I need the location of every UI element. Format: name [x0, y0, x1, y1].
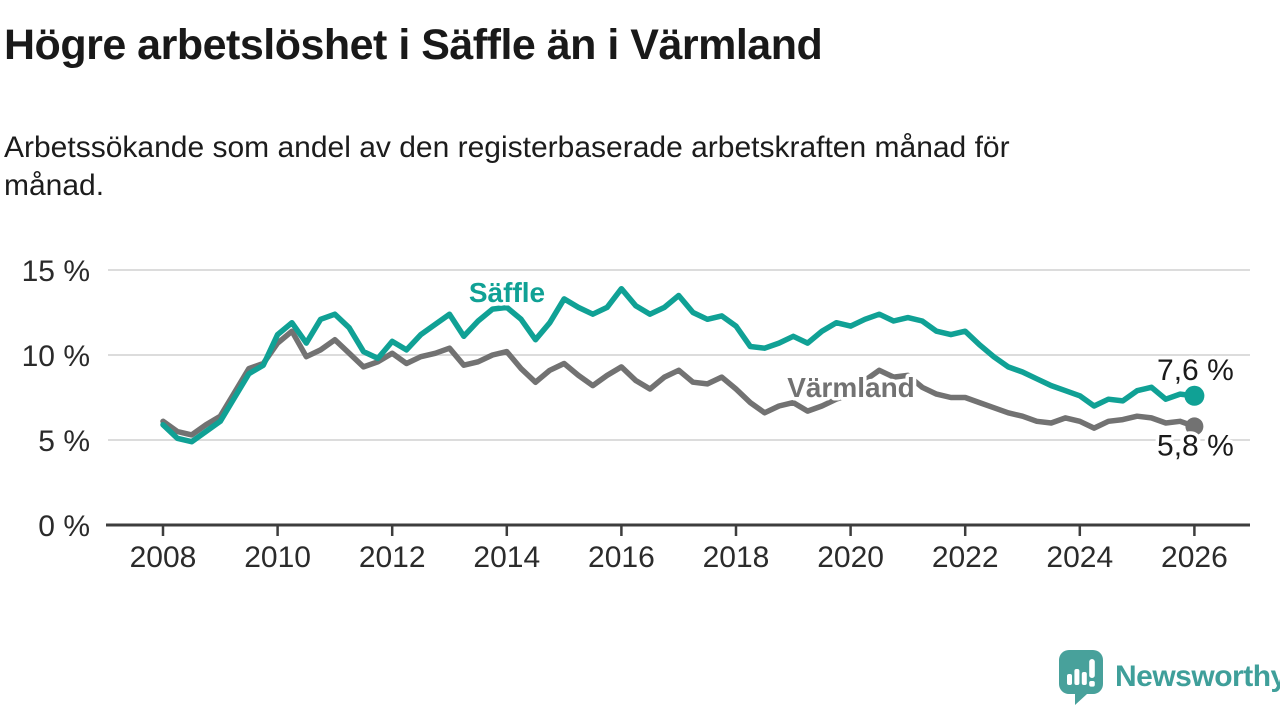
- vrmland-line: [160, 328, 1198, 438]
- x-axis-tick-label: 2020: [817, 541, 884, 574]
- y-axis-tick-label: 15 %: [22, 255, 90, 288]
- newsworthy-chart-bubble-icon: [1059, 650, 1103, 705]
- saffle-end-dot: [1184, 385, 1205, 406]
- varmland-end-dot: [1185, 417, 1204, 436]
- x-axis-tick-label: 2024: [1046, 541, 1113, 574]
- page-title: Högre arbetslöshet i Säffle än i Värmlan…: [4, 21, 823, 69]
- x-axis-tick-label: 2008: [130, 541, 197, 574]
- x-axis-tick-label: 2014: [473, 541, 540, 574]
- y-axis-tick-label: 10 %: [22, 340, 90, 373]
- varmland-end-value-label: 5,8 %: [1157, 429, 1234, 462]
- newsworthy-logo: Newsworthy: [1056, 648, 1280, 706]
- x-axis-tick-label: 2022: [932, 541, 999, 574]
- x-axis-tick-label: 2010: [244, 541, 311, 574]
- x-axis-tick-label: 2012: [359, 541, 426, 574]
- y-axis-tick-label: 5 %: [38, 425, 90, 458]
- saffle-series-label: Säffle: [469, 277, 545, 308]
- y-axis-tick-label: 0 %: [38, 510, 90, 543]
- page-subtitle: Arbetssökande som andel av den registerb…: [4, 131, 1010, 202]
- saffle-end-value-label: 7,6 %: [1157, 354, 1234, 387]
- newsworthy-logo-text: Newsworthy: [1115, 660, 1280, 693]
- x-axis-tick-label: 2026: [1161, 541, 1228, 574]
- varmland-series-label: Värmland: [787, 372, 915, 403]
- sffle-line: [160, 285, 1198, 445]
- x-axis-tick-label: 2016: [588, 541, 655, 574]
- x-axis-tick-label: 2018: [703, 541, 770, 574]
